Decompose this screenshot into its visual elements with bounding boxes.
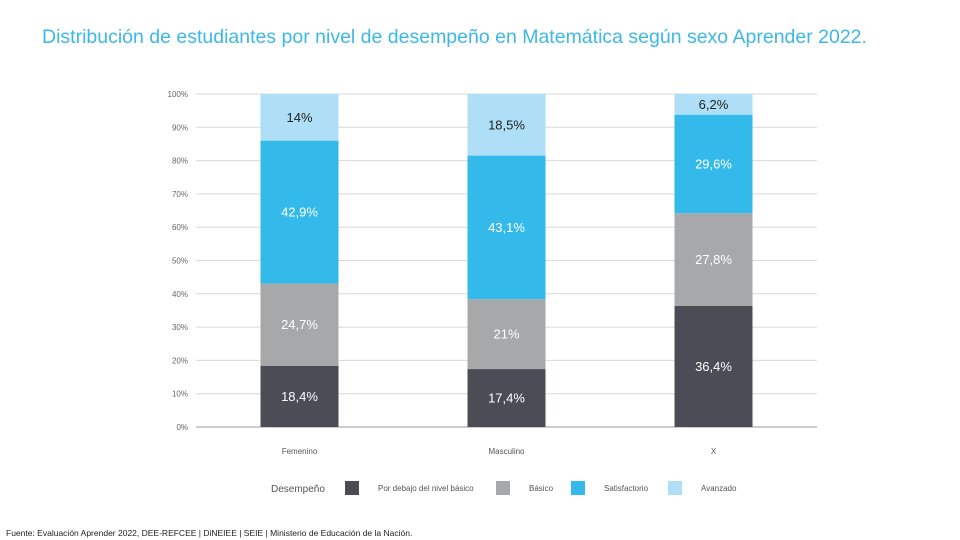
- data-label: 29,6%: [695, 156, 732, 171]
- legend-swatch: [345, 481, 359, 495]
- y-tick-label: 70%: [172, 190, 188, 199]
- bar-segment: [674, 305, 753, 427]
- bar-segment: [260, 283, 339, 366]
- data-label: 43,1%: [488, 220, 525, 235]
- y-tick-label: 10%: [172, 390, 188, 399]
- data-label: 27,8%: [695, 252, 732, 267]
- bar-segment: [674, 114, 753, 214]
- data-label: 6,2%: [699, 97, 729, 112]
- data-label: 14%: [286, 110, 312, 125]
- category-label: Masculino: [488, 447, 525, 456]
- y-tick-label: 50%: [172, 257, 188, 266]
- y-tick-label: 60%: [172, 223, 188, 232]
- data-label: 17,4%: [488, 391, 525, 406]
- bar-segment: [467, 299, 546, 370]
- data-label: 18,4%: [281, 389, 318, 404]
- bar-segment: [260, 140, 339, 284]
- bar-segment: [260, 365, 339, 427]
- bar-segment: [467, 369, 546, 427]
- legend-label: Satisfactorio: [604, 484, 649, 493]
- legend: Desempeño Por debajo del nivel básico Bási…: [271, 481, 737, 495]
- bars: 18,4% 24,7% 42,9% 14% 17,4% 21% 43,1% 18,5% 36,4…: [260, 94, 753, 427]
- y-tick-label: 30%: [172, 323, 188, 332]
- x-axis: Femenino Masculino X: [282, 447, 717, 456]
- source-note: Fuente: Evaluación Aprender 2022, DEE-RE…: [6, 528, 413, 538]
- legend-label: Básico: [529, 484, 554, 493]
- legend-swatch: [571, 481, 585, 495]
- legend-label: Por debajo del nivel básico: [378, 484, 474, 493]
- bar-segment: [674, 94, 753, 115]
- data-label: 36,4%: [695, 359, 732, 374]
- legend-label: Avanzado: [701, 484, 737, 493]
- y-tick-label: 90%: [172, 123, 188, 132]
- legend-title: Desempeño: [271, 484, 325, 495]
- y-axis: 0% 10% 20% 30% 40% 50% 60% 70% 80% 90% 100%: [168, 90, 188, 432]
- bar-segment: [674, 213, 753, 306]
- legend-swatch: [668, 481, 682, 495]
- legend-swatch: [496, 481, 510, 495]
- data-label: 18,5%: [488, 117, 525, 132]
- bar-segment: [467, 94, 546, 156]
- data-label: 42,9%: [281, 205, 318, 220]
- y-tick-label: 20%: [172, 356, 188, 365]
- chart-title: Distribución de estudiantes por nivel de…: [42, 26, 867, 48]
- data-label: 24,7%: [281, 317, 318, 332]
- y-tick-label: 80%: [172, 157, 188, 166]
- y-tick-label: 100%: [168, 90, 188, 99]
- y-tick-label: 40%: [172, 290, 188, 299]
- category-label: X: [711, 447, 717, 456]
- bar-segment: [260, 94, 339, 141]
- category-label: Femenino: [282, 447, 318, 456]
- y-tick-label: 0%: [176, 423, 188, 432]
- data-label: 21%: [493, 327, 519, 342]
- bar-segment: [467, 155, 546, 300]
